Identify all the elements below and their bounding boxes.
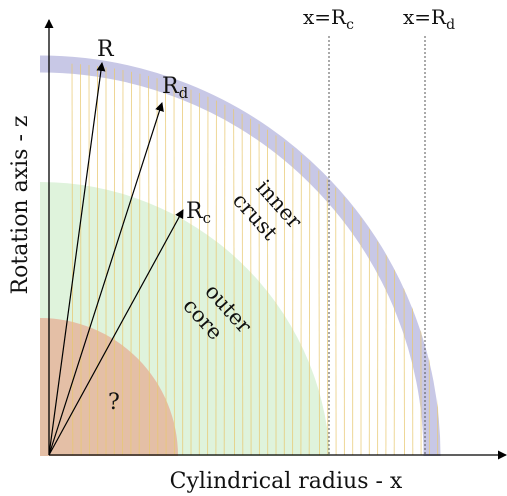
- field-line: [335, 63, 337, 455]
- label-rd: Rd: [162, 74, 189, 102]
- field-line: [71, 63, 74, 455]
- field-line: [233, 63, 235, 455]
- label-x-rc: x=Rc: [303, 5, 354, 33]
- field-line: [215, 63, 217, 455]
- y-axis-label: Rotation axis - z: [8, 116, 33, 295]
- field-line: [326, 63, 329, 455]
- arrow-r: [48, 62, 106, 456]
- field-line: [300, 63, 302, 455]
- arrow-rc: [48, 209, 184, 456]
- x-axis-label: Cylindrical radius - x: [170, 469, 403, 494]
- field-line: [411, 63, 414, 455]
- inner-core-region: [40, 318, 178, 456]
- field-line: [250, 63, 252, 455]
- field-line: [130, 63, 132, 455]
- label-inner-core: ?: [108, 390, 120, 415]
- field-line: [403, 63, 405, 455]
- field-line: [80, 63, 82, 455]
- field-line: [138, 63, 141, 455]
- arrow-rd: [48, 102, 164, 456]
- field-line: [148, 63, 150, 455]
- label-inner-crust: inner crust: [228, 171, 311, 256]
- label-rc: Rc: [186, 199, 211, 227]
- label-r: R: [97, 37, 115, 62]
- field-line: [223, 63, 226, 455]
- field-line: [393, 63, 396, 455]
- field-line: [241, 63, 244, 455]
- field-line: [385, 63, 387, 455]
- field-line: [165, 63, 167, 455]
- label-x-rd: x=Rd: [403, 5, 455, 33]
- field-line: [420, 63, 422, 455]
